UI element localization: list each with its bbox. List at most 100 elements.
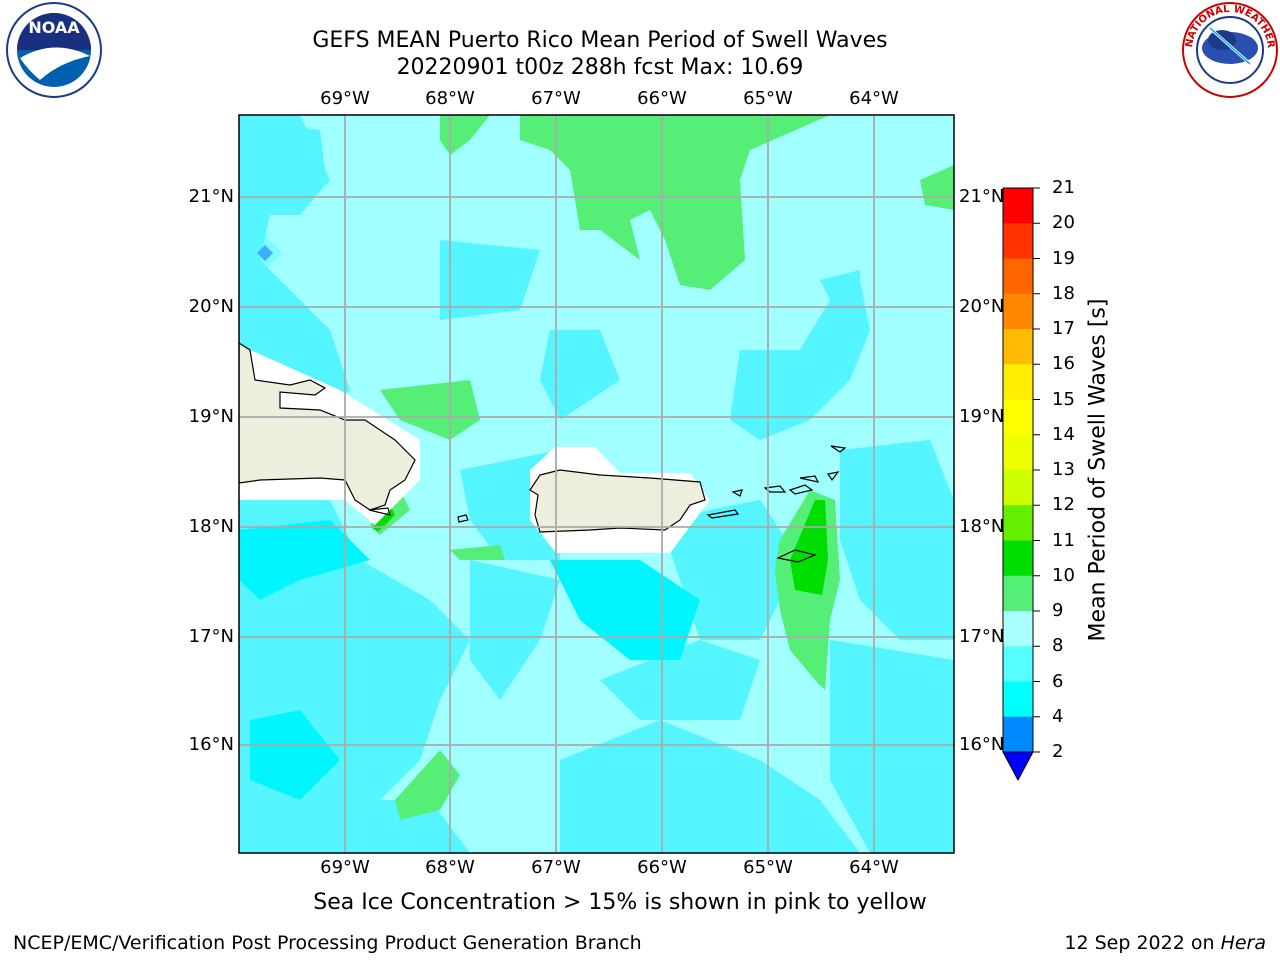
lon-label-bottom: 66°W xyxy=(637,857,687,878)
colorbar-tick-label: 4 xyxy=(1052,705,1064,727)
colorbar-tick-label: 18 xyxy=(1052,282,1075,304)
field-region-cyan xyxy=(275,125,325,190)
lon-label-bottom: 68°W xyxy=(425,857,475,878)
footer-left: NCEP/EMC/Verification Post Processing Pr… xyxy=(13,932,642,954)
colorbar-extend-arrow xyxy=(1002,751,1034,782)
lat-label-right: 16°N xyxy=(959,734,1005,755)
field-region-green xyxy=(520,115,830,290)
lat-label-right: 19°N xyxy=(959,406,1005,427)
lon-label-top: 67°W xyxy=(531,88,581,109)
island xyxy=(457,514,469,523)
lat-label-left: 16°N xyxy=(188,734,234,755)
nws-logo-ring: NATIONAL WEATHER SERVICE xyxy=(1180,0,1276,52)
field-region-bright-cyan xyxy=(239,520,370,600)
colorbar-segment xyxy=(1003,293,1033,330)
field-region-green xyxy=(380,380,480,440)
colorbar-ticks xyxy=(1033,187,1040,753)
island xyxy=(788,484,814,495)
svg-text:NATIONAL WEATHER SERVICE: NATIONAL WEATHER SERVICE xyxy=(1180,0,1276,52)
field-region-cyan xyxy=(600,640,760,720)
colorbar-tick-label: 8 xyxy=(1052,635,1064,657)
colorbar-tick-label: 13 xyxy=(1052,459,1075,480)
colorbar-tick-label: 20 xyxy=(1052,212,1075,234)
lon-label-bottom: 67°W xyxy=(531,857,581,878)
colorbar-tick-label: 9 xyxy=(1052,600,1064,621)
lat-label-left: 20°N xyxy=(188,296,234,317)
field-region-green xyxy=(450,545,505,560)
colorbar-segment xyxy=(1003,258,1033,295)
colorbar-tick-label: 19 xyxy=(1052,247,1075,269)
colorbar-segment xyxy=(1003,223,1033,259)
field-region-cyan xyxy=(248,236,282,270)
field-region-green xyxy=(440,115,490,155)
colorbar-tick-label: 2 xyxy=(1052,741,1064,762)
lat-label-left: 19°N xyxy=(188,406,234,427)
lat-label-left: 18°N xyxy=(188,516,234,537)
colorbar-tick-label: 14 xyxy=(1052,423,1075,445)
lon-label-top: 69°W xyxy=(320,88,370,109)
sea-ice-note: Sea Ice Concentration > 15% is shown in … xyxy=(313,890,927,915)
lon-label-bottom: 69°W xyxy=(320,857,370,878)
field-region-cyan xyxy=(239,115,350,420)
colorbar-segment xyxy=(1003,646,1033,682)
colorbar-tick-label: 21 xyxy=(1052,177,1075,198)
land-hispaniola xyxy=(239,342,416,511)
colorbar-segment xyxy=(1003,575,1033,612)
colorbar-label: Mean Period of Swell Waves [s] xyxy=(1085,298,1111,642)
footer-right: 12 Sep 2022 on Hera xyxy=(1064,932,1266,954)
colorbar-tick-label: 16 xyxy=(1052,353,1075,375)
field-region-cyan xyxy=(560,720,860,853)
colorbar-segment xyxy=(1003,434,1033,471)
colorbar-tick-label: 12 xyxy=(1052,494,1075,516)
field-region-cyan xyxy=(840,440,954,640)
lon-label-top: 68°W xyxy=(425,88,475,109)
field-region-cyan xyxy=(820,270,860,300)
colorbar-segment xyxy=(1003,329,1033,365)
lat-label-left: 21°N xyxy=(188,186,234,207)
field-region-cyan xyxy=(470,560,560,700)
lon-label-bottom: 64°W xyxy=(849,857,899,878)
svg-text:NOAA: NOAA xyxy=(28,18,80,37)
lat-label-left: 17°N xyxy=(188,626,234,647)
colorbar-segment xyxy=(1003,716,1033,753)
swell-period-field xyxy=(239,115,954,853)
colorbar-tick-label: 6 xyxy=(1052,670,1064,692)
field-region-cyan xyxy=(830,640,954,853)
lon-label-top: 65°W xyxy=(743,88,793,109)
island xyxy=(799,475,820,483)
field-region-bright-cyan xyxy=(250,710,340,800)
colorbar-segment xyxy=(1003,470,1033,506)
island xyxy=(830,445,847,453)
island-st-croix xyxy=(776,549,817,563)
colorbar-tick-label: 17 xyxy=(1052,318,1075,339)
field-region-cyan xyxy=(540,330,620,420)
colorbar-segment xyxy=(1003,364,1033,400)
colorbar-segment xyxy=(1003,505,1033,541)
lon-label-top: 64°W xyxy=(849,88,899,109)
island xyxy=(731,489,743,497)
colorbar-tick-label: 15 xyxy=(1052,388,1075,410)
island xyxy=(827,471,840,482)
colorbar-tick-label: 11 xyxy=(1052,529,1075,551)
island xyxy=(706,509,740,519)
field-region-dark-green xyxy=(790,500,828,595)
map-frame xyxy=(238,114,955,854)
lon-label-bottom: 65°W xyxy=(743,857,793,878)
nws-logo xyxy=(1182,2,1278,98)
field-region-cyan xyxy=(730,280,870,440)
title-line-2: 20220901 t00z 288h fcst Max: 10.69 xyxy=(396,55,804,80)
colorbar-segment xyxy=(1003,540,1033,577)
field-region-green xyxy=(920,165,954,210)
graticule xyxy=(239,115,954,853)
noaa-logo: NOAA xyxy=(6,2,102,98)
colorbar-tick-label: 10 xyxy=(1052,564,1075,586)
footer-host: Hera xyxy=(1220,932,1266,954)
colorbar-segment xyxy=(1003,399,1033,436)
island xyxy=(368,507,391,516)
lat-label-right: 21°N xyxy=(959,186,1005,207)
lat-label-right: 17°N xyxy=(959,626,1005,647)
field-region-cyan xyxy=(440,240,540,320)
lat-label-right: 20°N xyxy=(959,296,1005,317)
colorbar-segment xyxy=(1003,611,1033,647)
